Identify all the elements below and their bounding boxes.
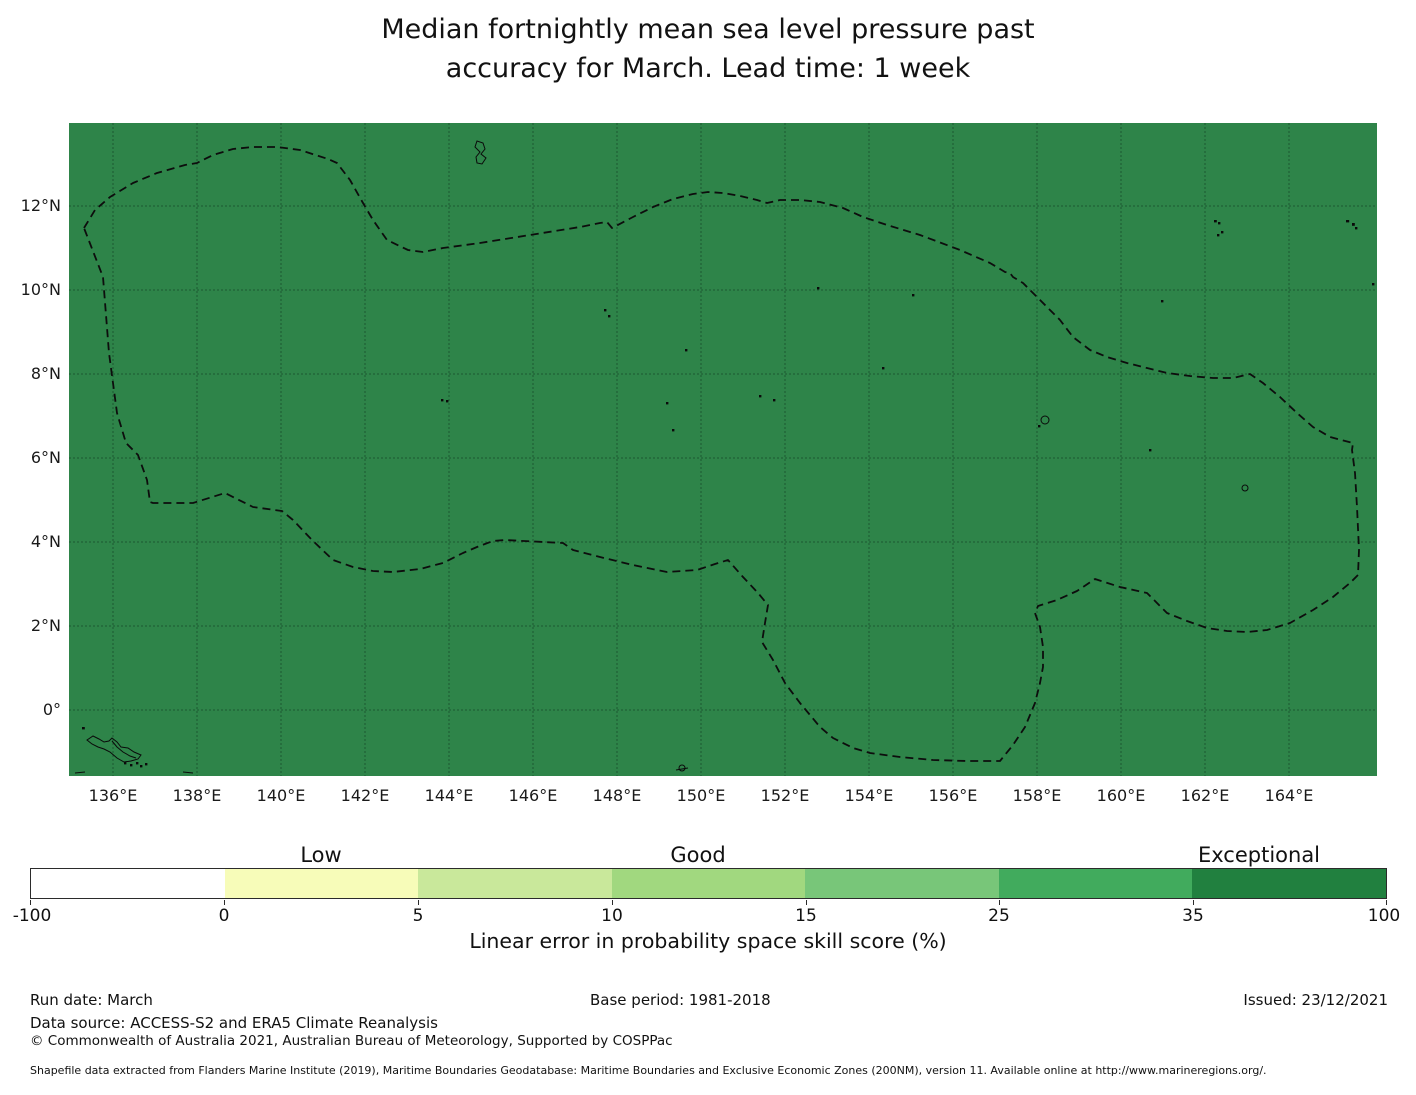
colorbar-tick <box>30 900 31 905</box>
guam-outline <box>474 140 487 165</box>
colorbar-band-label-good: Good <box>670 843 726 867</box>
colorbar-axis-label: Linear error in probability space skill … <box>469 929 947 953</box>
colorbar-segment <box>1192 869 1387 898</box>
shapefile-note: Shapefile data extracted from Flanders M… <box>30 1064 1267 1077</box>
colorbar-tick-label: 25 <box>988 906 1010 926</box>
colorbar-tick-label: -100 <box>12 906 52 926</box>
map-canvas <box>69 123 1377 776</box>
map-background <box>69 123 1377 776</box>
y-tick-label: 2°N <box>30 616 61 635</box>
title-line-2: accuracy for March. Lead time: 1 week <box>445 53 971 84</box>
y-tick-label: 6°N <box>30 448 61 467</box>
x-tick-label: 148°E <box>592 786 642 805</box>
colorbar-tick-label: 5 <box>412 906 424 926</box>
y-tick-label: 4°N <box>30 532 61 551</box>
new-guinea-coastline <box>86 735 142 763</box>
x-tick-label: 164°E <box>1264 786 1314 805</box>
colorbar-segment <box>224 869 419 898</box>
gridlines <box>69 123 1377 776</box>
colorbar-segment <box>805 869 999 898</box>
base-period-text: Base period: 1981-2018 <box>590 991 771 1009</box>
x-tick-label: 158°E <box>1012 786 1062 805</box>
atoll-outline <box>678 764 686 772</box>
y-tick-label: 8°N <box>30 364 61 383</box>
island-dots <box>82 220 1375 768</box>
x-tick-label: 150°E <box>676 786 726 805</box>
y-tick-label: 0° <box>42 700 61 719</box>
colorbar-tick <box>806 900 807 905</box>
colorbar-tick <box>999 900 1000 905</box>
atoll-outline <box>1040 415 1050 425</box>
x-tick-label: 152°E <box>760 786 810 805</box>
colorbar <box>30 868 1387 899</box>
x-tick-label: 142°E <box>340 786 390 805</box>
colorbar-band-label-low: Low <box>300 843 342 867</box>
x-tick-label: 136°E <box>88 786 138 805</box>
colorbar-tick-label: 0 <box>218 906 230 926</box>
data-source-text: Data source: ACCESS-S2 and ERA5 Climate … <box>30 1014 438 1032</box>
colorbar-tick-label: 35 <box>1182 906 1204 926</box>
x-tick-label: 160°E <box>1096 786 1146 805</box>
colorbar-segment <box>418 869 612 898</box>
x-tick-label: 154°E <box>844 786 894 805</box>
colorbar-tick-label: 15 <box>795 906 817 926</box>
copyright-text: © Commonwealth of Australia 2021, Austra… <box>30 1033 673 1049</box>
colorbar-segment <box>31 869 225 898</box>
colorbar-segment <box>998 869 1193 898</box>
colorbar-tick <box>1193 900 1194 905</box>
x-tick-label: 144°E <box>424 786 474 805</box>
island-outlines <box>74 140 1249 774</box>
colorbar-tick <box>1386 900 1387 905</box>
colorbar-tick <box>224 900 225 905</box>
atoll-outline <box>1241 484 1249 492</box>
colorbar-tick-label: 10 <box>601 906 623 926</box>
x-tick-label: 162°E <box>1180 786 1230 805</box>
x-tick-label: 138°E <box>172 786 222 805</box>
eez-boundary <box>83 146 1360 762</box>
x-tick-label: 146°E <box>508 786 558 805</box>
issued-text: Issued: 23/12/2021 <box>1243 991 1388 1009</box>
page-title: Median fortnightly mean sea level pressu… <box>0 10 1416 88</box>
y-tick-label: 10°N <box>20 280 61 299</box>
colorbar-segment <box>611 869 806 898</box>
x-tick-label: 140°E <box>256 786 306 805</box>
colorbar-tick <box>612 900 613 905</box>
colorbar-tick-label: 100 <box>1367 906 1401 926</box>
title-line-1: Median fortnightly mean sea level pressu… <box>381 14 1035 45</box>
run-date-text: Run date: March <box>30 991 153 1009</box>
colorbar-band-label-exceptional: Exceptional <box>1197 843 1321 867</box>
colorbar-tick <box>418 900 419 905</box>
x-tick-label: 156°E <box>928 786 978 805</box>
y-tick-label: 12°N <box>20 196 61 215</box>
